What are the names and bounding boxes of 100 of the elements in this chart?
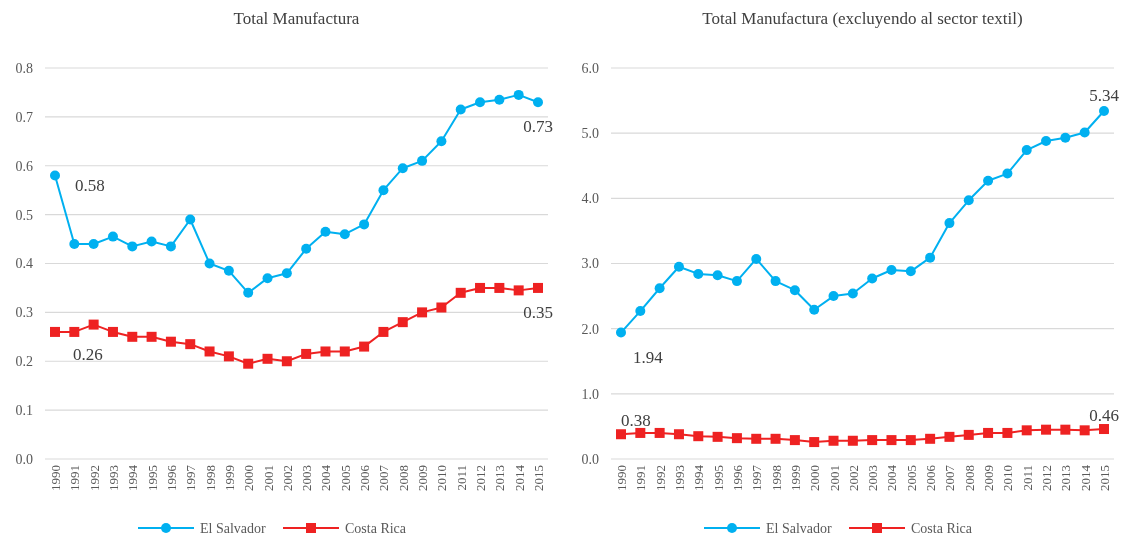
point bbox=[751, 433, 762, 444]
point bbox=[223, 351, 234, 362]
point bbox=[1060, 424, 1071, 435]
x-tick-label: 2006 bbox=[923, 464, 939, 491]
point bbox=[513, 89, 524, 100]
x-tick-label: 2002 bbox=[845, 465, 861, 491]
point bbox=[654, 283, 665, 294]
point bbox=[635, 306, 646, 317]
point bbox=[359, 341, 370, 352]
data-label: 0.46 bbox=[1089, 405, 1119, 425]
point bbox=[731, 276, 742, 287]
point bbox=[751, 253, 762, 264]
point bbox=[886, 435, 897, 446]
point bbox=[712, 431, 723, 442]
data-label: 0.73 bbox=[523, 117, 553, 137]
x-tick-label: 1994 bbox=[691, 464, 707, 491]
point bbox=[847, 435, 858, 446]
x-tick-label: 2015 bbox=[1097, 465, 1112, 491]
point bbox=[204, 346, 215, 357]
x-tick-label: 2008 bbox=[395, 465, 411, 491]
point bbox=[127, 331, 138, 342]
point bbox=[378, 185, 389, 196]
point bbox=[789, 285, 800, 296]
point bbox=[243, 287, 254, 298]
point bbox=[1041, 424, 1052, 435]
y-tick-label: 6.0 bbox=[581, 60, 599, 76]
x-tick-label: 2008 bbox=[961, 465, 977, 491]
legend-label: El Salvador bbox=[766, 520, 833, 536]
point bbox=[847, 288, 858, 299]
point bbox=[809, 437, 820, 448]
x-tick-label: 2003 bbox=[299, 465, 315, 491]
point bbox=[654, 427, 665, 438]
point bbox=[731, 433, 742, 444]
x-tick-label: 1996 bbox=[729, 464, 745, 491]
x-tick-label: 2007 bbox=[942, 464, 958, 491]
point bbox=[281, 268, 292, 279]
point bbox=[673, 261, 684, 272]
point bbox=[339, 346, 350, 357]
x-tick-label: 2011 bbox=[1019, 465, 1035, 491]
x-tick-label: 1998 bbox=[202, 465, 218, 491]
point bbox=[146, 331, 157, 342]
point bbox=[455, 287, 466, 298]
point bbox=[127, 241, 138, 252]
point bbox=[146, 236, 157, 247]
point bbox=[809, 304, 820, 315]
x-tick-label: 2001 bbox=[260, 465, 276, 491]
x-tick-label: 1996 bbox=[163, 464, 179, 491]
point bbox=[693, 431, 704, 442]
chart-title: Total Manufactura bbox=[233, 9, 360, 28]
y-tick-label: 5.0 bbox=[581, 126, 599, 142]
point bbox=[867, 273, 878, 284]
x-tick-label: 1990 bbox=[48, 465, 63, 491]
point bbox=[983, 427, 994, 438]
chart-title: Total Manufactura (excluyendo al sector textil) bbox=[702, 9, 1023, 28]
point bbox=[635, 427, 646, 438]
data-label: 0.38 bbox=[621, 411, 651, 431]
x-tick-label: 2009 bbox=[415, 465, 431, 491]
point bbox=[1021, 145, 1032, 156]
x-tick-label: 1990 bbox=[614, 465, 629, 491]
y-tick-label: 0.0 bbox=[15, 451, 33, 467]
point bbox=[320, 226, 331, 237]
data-label: 0.58 bbox=[75, 176, 105, 196]
y-tick-label: 4.0 bbox=[581, 191, 599, 207]
x-tick-label: 2013 bbox=[1058, 465, 1074, 491]
x-tick-label: 1999 bbox=[787, 465, 803, 491]
x-tick-label: 1993 bbox=[671, 465, 687, 491]
point bbox=[494, 94, 505, 105]
x-tick-label: 2014 bbox=[1077, 464, 1093, 491]
x-tick-label: 2009 bbox=[981, 465, 997, 491]
point bbox=[925, 252, 936, 263]
point bbox=[378, 326, 389, 337]
point bbox=[828, 435, 839, 446]
point bbox=[50, 170, 60, 181]
point bbox=[281, 356, 292, 367]
point bbox=[185, 339, 196, 350]
point bbox=[533, 97, 543, 108]
data-label: 0.26 bbox=[73, 344, 103, 364]
point bbox=[165, 241, 176, 252]
point bbox=[107, 231, 118, 242]
y-tick-label: 2.0 bbox=[581, 321, 599, 337]
x-tick-label: 2010 bbox=[434, 465, 450, 491]
point bbox=[475, 97, 486, 108]
point bbox=[88, 319, 99, 330]
point bbox=[1079, 425, 1090, 436]
point bbox=[88, 238, 99, 249]
point bbox=[339, 229, 350, 240]
x-tick-label: 2012 bbox=[1039, 465, 1055, 491]
y-tick-label: 0.4 bbox=[15, 256, 33, 272]
point bbox=[436, 302, 447, 313]
x-tick-label: 2005 bbox=[903, 465, 919, 491]
x-tick-label: 1995 bbox=[710, 465, 726, 491]
x-tick-label: 2004 bbox=[318, 464, 334, 491]
point bbox=[1002, 168, 1013, 179]
point bbox=[494, 282, 505, 293]
point bbox=[693, 268, 704, 279]
point bbox=[397, 317, 408, 328]
point bbox=[185, 214, 196, 225]
x-tick-label: 2014 bbox=[511, 464, 527, 491]
x-tick-label: 2002 bbox=[279, 465, 295, 491]
y-tick-label: 0.7 bbox=[15, 109, 33, 125]
